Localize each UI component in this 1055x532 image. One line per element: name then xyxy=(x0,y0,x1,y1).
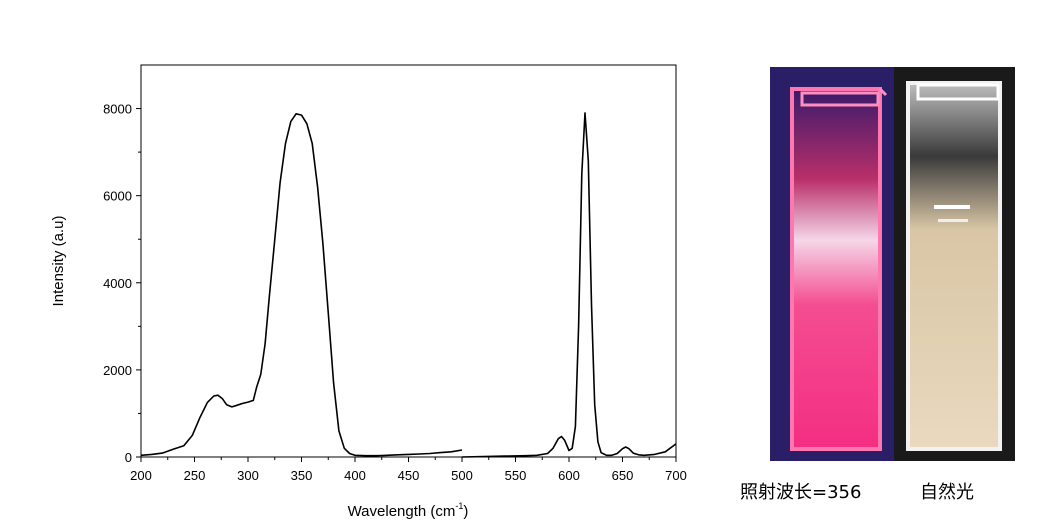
x-tick-label: 550 xyxy=(505,468,527,483)
y-tick-label: 0 xyxy=(125,450,132,465)
x-tick-label: 700 xyxy=(665,468,687,483)
x-tick-label: 350 xyxy=(291,468,313,483)
x-tick-label: 300 xyxy=(237,468,259,483)
x-axis-label-close: ) xyxy=(463,503,468,520)
x-axis-label-main: Wavelength (cm xyxy=(348,503,456,520)
axis-ticks: 200 250 300 350 400 450 500 550 600 650 700 0 2000 40… xyxy=(103,102,687,483)
y-tick-label: 2000 xyxy=(103,363,132,378)
y-axis-label: Intensity (a.u) xyxy=(50,216,67,307)
x-tick-label: 450 xyxy=(398,468,420,483)
caption-daylight: 自然光 xyxy=(920,482,974,503)
y-tick-label: 4000 xyxy=(103,276,132,291)
daylight-cuvette-illustration xyxy=(894,67,1015,461)
x-tick-label: 400 xyxy=(344,468,366,483)
x-tick-label: 500 xyxy=(451,468,473,483)
x-tick-label: 200 xyxy=(130,468,152,483)
excitation-series-line xyxy=(140,113,463,457)
uv-cuvette-illustration xyxy=(770,67,894,461)
emission-series-line xyxy=(461,112,677,458)
y-tick-label: 8000 xyxy=(103,102,132,117)
uv-cuvette-photo xyxy=(770,67,894,461)
series-group xyxy=(140,112,677,458)
caption-uv: 照射波长=356 xyxy=(740,482,862,503)
y-tick-label: 6000 xyxy=(103,189,132,204)
x-axis-label-sup: -1 xyxy=(455,501,463,511)
daylight-cuvette-photo xyxy=(894,67,1015,461)
x-tick-label: 250 xyxy=(184,468,206,483)
x-tick-label: 600 xyxy=(558,468,580,483)
x-tick-label: 650 xyxy=(612,468,634,483)
x-axis-label: Wavelength (cm-1) xyxy=(348,501,469,520)
